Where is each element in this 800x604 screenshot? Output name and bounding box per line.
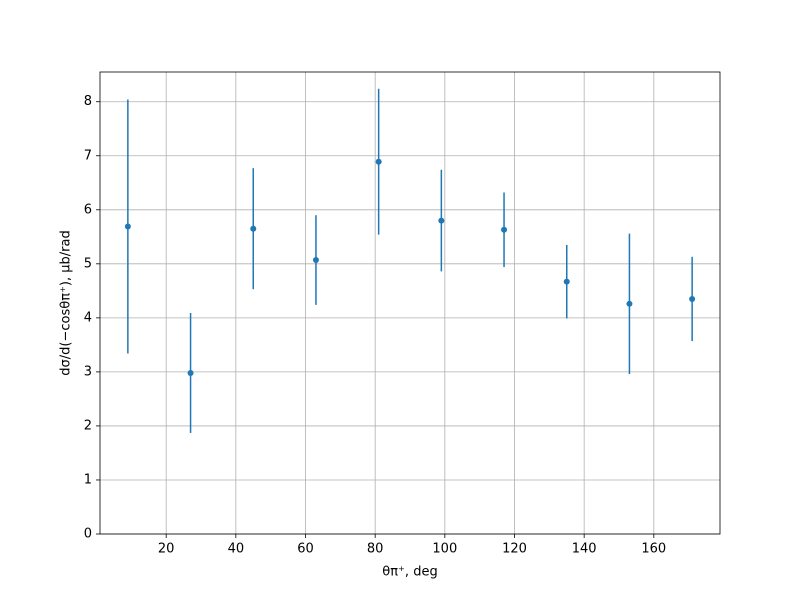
data-point (438, 217, 445, 224)
x-tick-label: 60 (297, 542, 314, 557)
data-point (312, 257, 319, 264)
data-point (689, 295, 696, 302)
y-tick-label: 1 (84, 472, 92, 487)
x-tick-label: 100 (432, 542, 457, 557)
y-tick-label: 6 (84, 202, 92, 217)
y-tick-label: 4 (84, 310, 92, 325)
x-tick-label: 120 (502, 542, 527, 557)
data-point (501, 226, 508, 233)
data-point (124, 223, 131, 230)
x-tick-label: 160 (641, 542, 666, 557)
x-tick-label: 20 (158, 542, 175, 557)
y-tick-label: 2 (84, 418, 92, 433)
data-point (375, 158, 382, 165)
y-tick-label: 5 (84, 256, 92, 271)
y-tick-label: 8 (84, 94, 92, 109)
data-point (563, 278, 570, 285)
y-tick-label: 0 (84, 527, 92, 542)
data-point (187, 369, 194, 376)
x-tick-label: 80 (367, 542, 384, 557)
x-tick-label: 140 (572, 542, 597, 557)
x-axis-label: θπ⁺, deg (382, 565, 437, 580)
y-tick-label: 3 (84, 364, 92, 379)
x-tick-label: 40 (228, 542, 245, 557)
plot-frame (99, 71, 721, 535)
y-axis-label: dσ/d(−cosθπ⁺), μb/rad (59, 230, 74, 375)
data-point (250, 225, 257, 232)
y-tick-label: 7 (84, 148, 92, 163)
data-point (626, 300, 633, 307)
